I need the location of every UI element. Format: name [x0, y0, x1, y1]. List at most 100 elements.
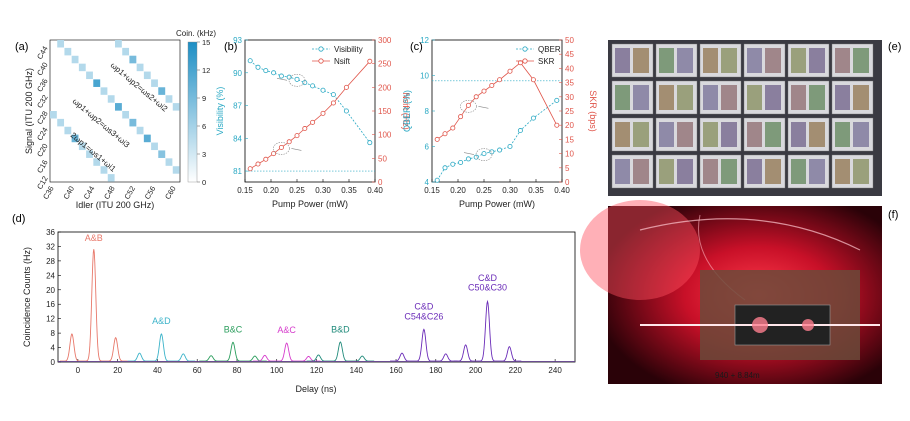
x-tick-label: 220: [509, 366, 523, 375]
plot-c-content: 0.15 0.20 0.25 0.30 0.35 0.40 4 6 8 10 12 0 5 10 15 20 2…: [420, 36, 574, 195]
series-left-point: [247, 58, 253, 64]
chip-die: [703, 159, 718, 184]
panel-b-label: (b): [224, 41, 237, 53]
peak-label: B&D: [331, 324, 350, 334]
x-tick-label: 100: [270, 366, 284, 375]
series-right-point: [310, 119, 316, 125]
right-tick-label: 15: [565, 135, 574, 144]
right-tick-label: 30: [565, 93, 574, 102]
heatmap-y-tick: C32: [35, 93, 50, 109]
heatmap-x-ticks: C36 C40 C44 C48 C52 C56 C60: [41, 185, 178, 201]
heatmap-cell: [129, 55, 137, 64]
peak-label: A&C: [277, 325, 296, 335]
heatmap-cell: [64, 47, 72, 56]
heatmap-x-tick: C52: [122, 185, 137, 201]
plot-d-xlabel: Delay (ns): [295, 384, 336, 394]
y-tick-label: 36: [46, 228, 55, 237]
panel-e: (e): [608, 40, 901, 196]
series-right-point: [473, 94, 479, 100]
chip-die: [721, 159, 737, 184]
series-left-point: [271, 70, 277, 76]
heatmap-cell: [71, 55, 79, 64]
series-right-point: [302, 126, 308, 132]
chip-die: [809, 122, 825, 147]
panel-a-label: (a): [15, 41, 28, 53]
heatmap-cells: [50, 40, 180, 182]
heatmap-cell: [143, 134, 151, 143]
x-tick-label: 160: [389, 366, 403, 375]
series-left-point: [442, 165, 448, 171]
left-tick-label: 81: [233, 167, 242, 176]
panel-e-label: (e): [888, 41, 901, 53]
chip-die: [659, 85, 674, 110]
arrow-left: [276, 78, 288, 81]
chip-die: [633, 159, 649, 184]
right-tick-label: 200: [378, 83, 392, 92]
panel-b: (b) 0.15 0.20 0.25 0.30 0.35 0.40 81 84 87 90 93 0 5…: [215, 36, 411, 209]
heatmap-cell: [136, 63, 144, 72]
series-right-point: [263, 156, 269, 162]
peak-label: A&D: [152, 316, 171, 326]
heatmap-cell: [165, 158, 173, 166]
series-left-point: [330, 92, 336, 98]
series-right-point: [247, 166, 253, 172]
series-left-ellipse: [475, 148, 493, 161]
legend-qber-text: QBER: [538, 45, 561, 54]
right-tick-label: 5: [565, 164, 570, 173]
x-tick-label: 240: [548, 366, 562, 375]
series-right-point: [507, 68, 513, 74]
chip-die: [791, 159, 806, 184]
x-tick-label: 0.25: [289, 186, 305, 195]
histogram-trace: [453, 299, 522, 362]
chip-die: [633, 122, 649, 147]
heatmap-cell: [107, 174, 115, 182]
panel-c: (c) 0.15 0.20 0.25 0.30 0.35 0.40 4 6 8 10 12 0 5 10 1…: [402, 36, 598, 209]
series-right-point: [255, 161, 261, 167]
panel-c-label: (c): [410, 41, 423, 53]
panel-d-label: (d): [12, 213, 25, 225]
plot-b-ylabel-left: Visibility (%): [215, 87, 225, 136]
chip-die: [835, 85, 850, 110]
heatmap-y-tick: C40: [35, 61, 50, 77]
series-right-point: [278, 144, 284, 150]
left-tick-label: 90: [233, 69, 242, 78]
heatmap-cell: [136, 126, 144, 135]
colorbar-title: Coin. (kHz): [176, 29, 216, 38]
fiber-arc-1: [639, 218, 861, 251]
panel-a: (a) ωp1+ωp2=ωs2+ωi2ωp1+ωp2=ωs3+ωi32ωp1=ω…: [15, 29, 216, 210]
heatmap-cell: [71, 134, 79, 143]
heatmap-cell: [93, 158, 101, 166]
series-left-point: [278, 73, 284, 79]
series-right-point: [465, 102, 471, 108]
left-tick-label: 6: [425, 143, 430, 152]
series-left-point: [481, 151, 487, 157]
series-left-point: [294, 76, 300, 82]
series-right-point: [320, 110, 326, 116]
left-tick-label: 93: [233, 36, 242, 45]
chip-die: [747, 85, 762, 110]
plot-c-legend: QBER SKR: [516, 45, 561, 66]
chip-die: [835, 48, 850, 73]
series-left-point: [367, 140, 373, 146]
x-tick-label: 0.30: [502, 186, 518, 195]
heatmap-xlabel: Idler (ITU 200 GHz): [76, 200, 155, 210]
chip-die: [765, 159, 781, 184]
legend-visibility-text: Visibility: [334, 45, 363, 54]
series-left-point: [517, 128, 523, 134]
chip-die: [659, 122, 674, 147]
right-tick-label: 35: [565, 79, 574, 88]
series-left-point: [310, 83, 316, 89]
heatmap-frame: [49, 39, 181, 183]
chip-die: [835, 159, 850, 184]
plot-b-content: 0.15 0.20 0.25 0.30 0.35 0.40 81 84 87 90 93 0 50 100…: [233, 36, 392, 195]
y-tick-label: 0: [51, 358, 56, 367]
chip-die: [721, 48, 737, 73]
colorbar-tick-label: 3: [202, 150, 206, 159]
series-right-point: [450, 125, 456, 131]
right-tick-label: 0: [378, 178, 383, 187]
heatmap-x-tick: C40: [61, 185, 76, 201]
legend-skr-marker: [522, 58, 528, 64]
heatmap-x-tick: C44: [82, 185, 97, 201]
histogram-trace: [390, 328, 458, 362]
